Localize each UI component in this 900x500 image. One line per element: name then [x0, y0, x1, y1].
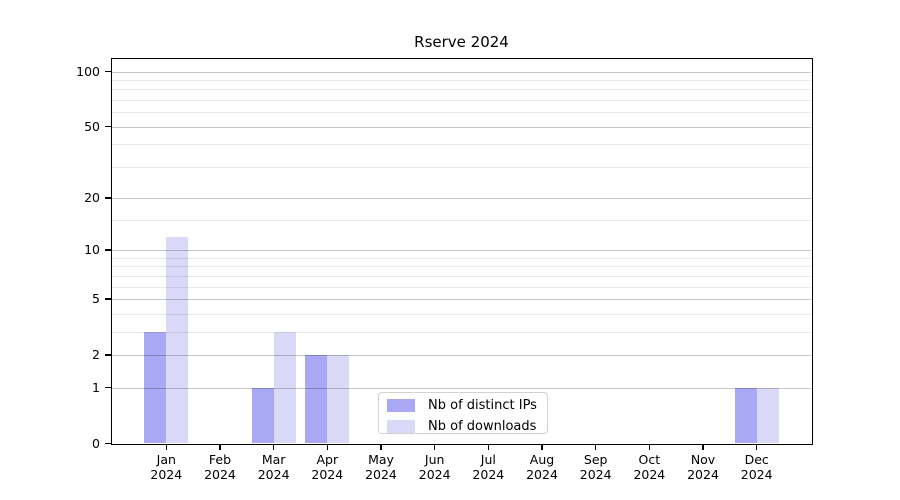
x-tick-label: Dec 2024 [740, 451, 773, 483]
y-tick-label: 10 [84, 242, 100, 258]
x-tick-mark [165, 445, 168, 450]
x-tick-label: Oct 2024 [633, 451, 666, 483]
x-tick-mark [541, 445, 543, 450]
legend-item-distinct-ips: Nb of distinct IPs [387, 397, 539, 414]
legend-label-downloads: Nb of downloads [428, 419, 537, 434]
y-tick-label: 0 [92, 435, 100, 451]
x-tick-mark [380, 445, 382, 450]
x-tick-mark [219, 445, 221, 450]
x-tick-label: Aug 2024 [526, 451, 558, 483]
x-tick-label: Jan 2024 [150, 451, 183, 483]
y-tick-label: 2 [92, 346, 100, 362]
x-tick-mark [272, 445, 275, 450]
x-tick-mark [326, 445, 329, 450]
x-tick-mark [648, 445, 651, 450]
legend-swatch-downloads [387, 420, 415, 433]
y-tick-label: 1 [92, 379, 100, 395]
x-tick-mark [702, 445, 704, 450]
legend-label-distinct-ips: Nb of distinct IPs [428, 398, 537, 413]
x-tick-label: Apr 2024 [311, 451, 344, 483]
x-tick-mark [755, 445, 758, 450]
y-tick-label: 100 [76, 63, 100, 79]
legend: Nb of distinct IPs Nb of downloads [378, 392, 548, 434]
x-tick-mark [487, 445, 490, 450]
x-tick-label: Sep 2024 [579, 451, 612, 483]
x-tick-label: Mar 2024 [257, 451, 290, 483]
legend-item-downloads: Nb of downloads [387, 418, 539, 435]
legend-swatch-distinct-ips [387, 399, 415, 412]
x-tick-mark [433, 445, 436, 450]
x-tick-label: Feb 2024 [204, 451, 236, 483]
x-tick-label: May 2024 [365, 451, 397, 483]
x-tick-mark [594, 445, 597, 450]
plot-border [110, 57, 813, 445]
x-tick-label: Jul 2024 [472, 451, 505, 483]
y-tick-label: 50 [84, 118, 100, 134]
y-tick-label: 20 [84, 190, 100, 206]
y-tick-label: 5 [92, 291, 100, 307]
x-tick-label: Nov 2024 [687, 451, 719, 483]
x-tick-label: Jun 2024 [418, 451, 451, 483]
chart-title: Rserve 2024 [414, 33, 509, 51]
